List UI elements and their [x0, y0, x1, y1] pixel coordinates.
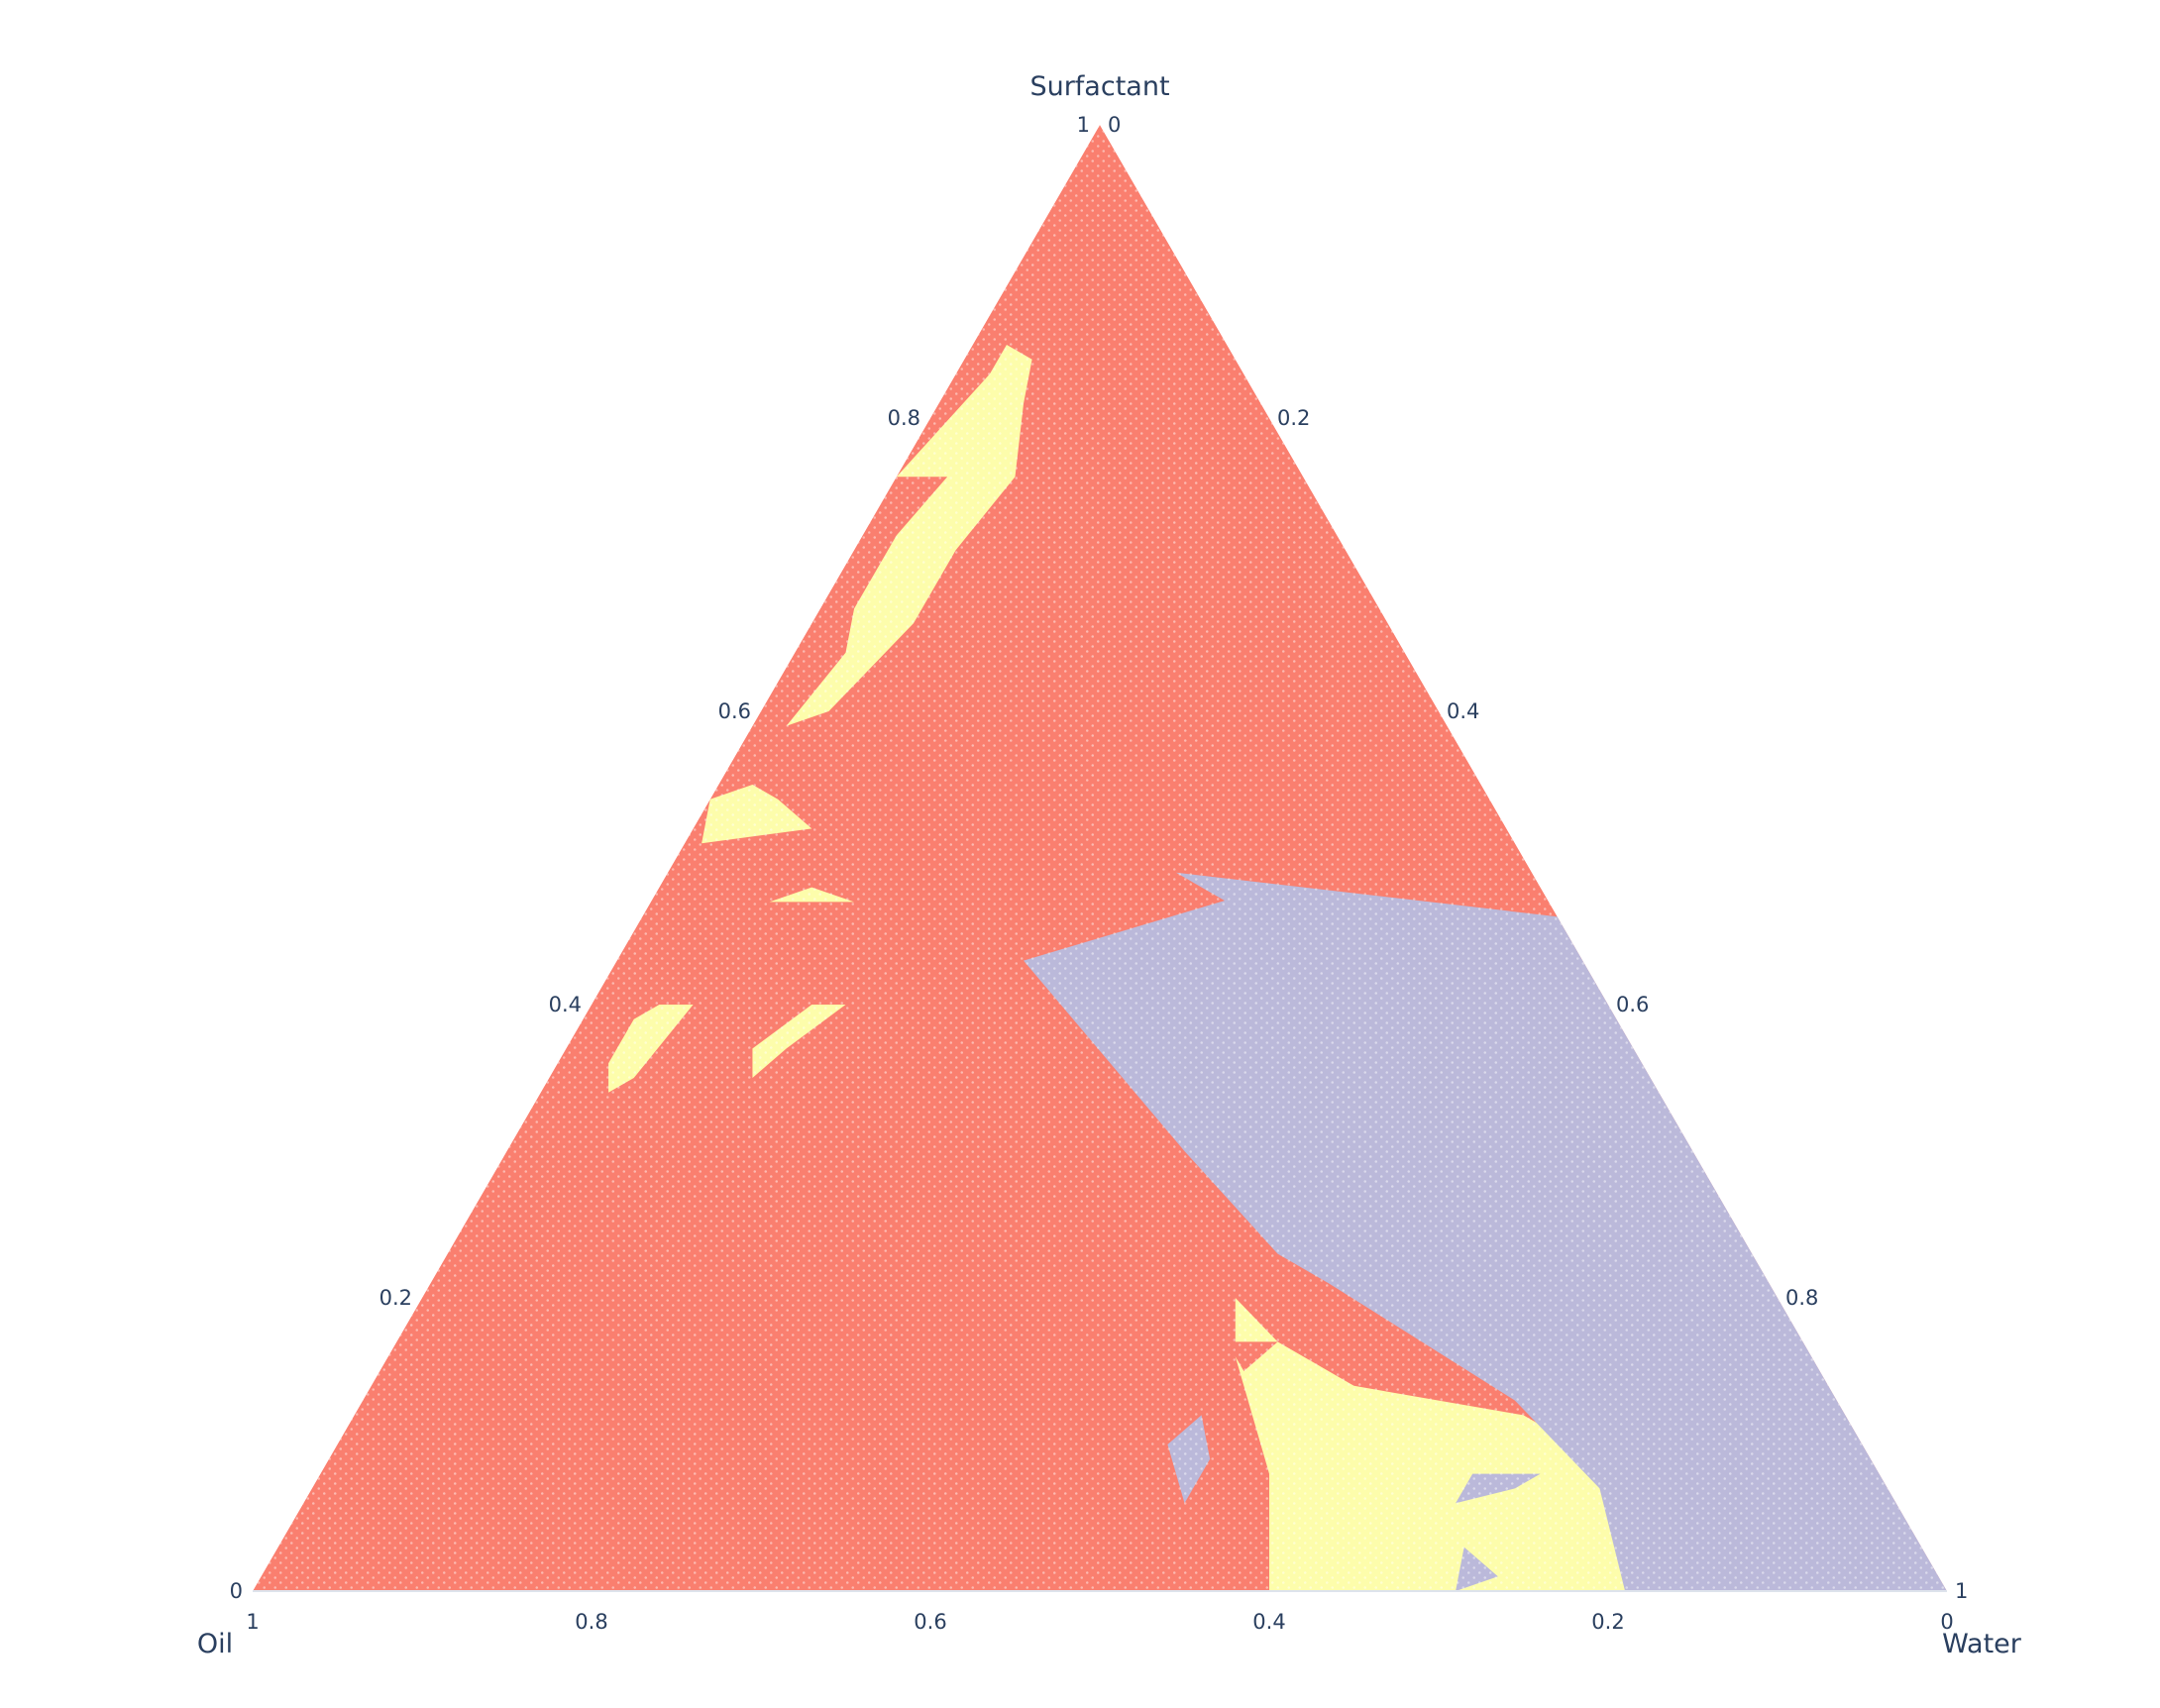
c-tick-label: 0.8 — [1785, 1286, 1818, 1310]
c-tick-label: 0.4 — [1447, 699, 1479, 723]
b-tick-label: 0.2 — [1591, 1610, 1624, 1634]
water-axis-title: Water — [1942, 1629, 2022, 1659]
b-tick-label: 0.4 — [1252, 1610, 1285, 1634]
axis-labels: Surfactant Oil Water 0 0 0 0.2 0.2 0.2 0.4 0.4 0… — [197, 71, 2022, 1659]
b-tick-label: 0.6 — [914, 1610, 946, 1634]
b-tick-label: 0 — [1940, 1610, 1953, 1634]
ternary-plot-area — [253, 125, 1947, 1592]
a-tick-label: 1 — [1077, 113, 1090, 137]
a-tick-label: 0.6 — [718, 699, 751, 723]
c-tick-label: 0.2 — [1277, 406, 1310, 430]
a-tick-label: 0 — [230, 1579, 243, 1603]
oil-axis-title: Oil — [197, 1629, 233, 1659]
a-tick-label: 0.2 — [379, 1286, 412, 1310]
surfactant-axis-title: Surfactant — [1029, 71, 1169, 102]
phase-regions — [253, 125, 1947, 1591]
b-tick-label: 1 — [246, 1610, 259, 1634]
c-tick-label: 0.6 — [1616, 993, 1649, 1016]
a-tick-label: 0.8 — [888, 406, 920, 430]
c-tick-label: 0 — [1108, 113, 1121, 137]
a-tick-label: 0.4 — [549, 993, 582, 1016]
sample-grid-texture — [253, 125, 1947, 1591]
b-tick-label: 0.8 — [575, 1610, 607, 1634]
c-tick-label: 1 — [1955, 1579, 1968, 1603]
